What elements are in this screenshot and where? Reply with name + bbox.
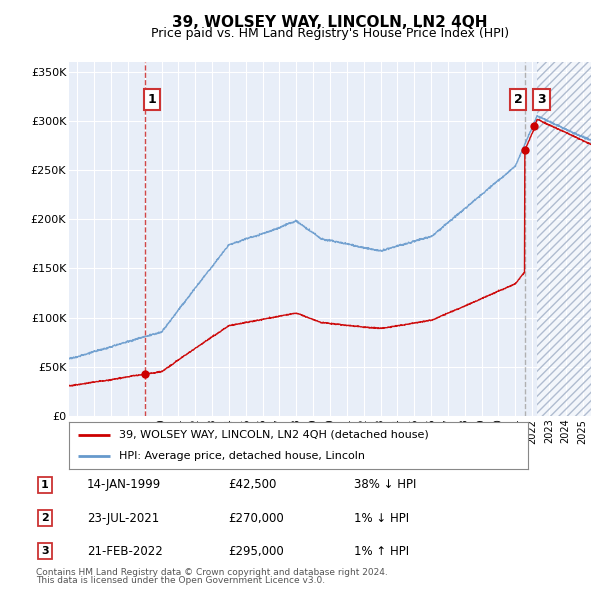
Text: HPI: Average price, detached house, Lincoln: HPI: Average price, detached house, Linc…	[119, 451, 365, 461]
Text: Contains HM Land Registry data © Crown copyright and database right 2024.: Contains HM Land Registry data © Crown c…	[36, 568, 388, 577]
Text: £295,000: £295,000	[228, 545, 284, 558]
Text: 1: 1	[148, 93, 157, 106]
Text: 23-JUL-2021: 23-JUL-2021	[87, 512, 159, 525]
Text: 39, WOLSEY WAY, LINCOLN, LN2 4QH (detached house): 39, WOLSEY WAY, LINCOLN, LN2 4QH (detach…	[119, 430, 429, 440]
Text: £270,000: £270,000	[228, 512, 284, 525]
Text: 14-JAN-1999: 14-JAN-1999	[87, 478, 161, 491]
Text: Price paid vs. HM Land Registry's House Price Index (HPI): Price paid vs. HM Land Registry's House …	[151, 27, 509, 40]
Text: 2: 2	[514, 93, 522, 106]
Text: This data is licensed under the Open Government Licence v3.0.: This data is licensed under the Open Gov…	[36, 576, 325, 585]
Text: 1: 1	[41, 480, 49, 490]
Text: £42,500: £42,500	[228, 478, 277, 491]
Bar	[537, 62, 591, 416]
Text: 39, WOLSEY WAY, LINCOLN, LN2 4QH: 39, WOLSEY WAY, LINCOLN, LN2 4QH	[172, 15, 488, 30]
Bar	[537, 62, 591, 416]
Text: 2: 2	[41, 513, 49, 523]
Text: 1% ↑ HPI: 1% ↑ HPI	[354, 545, 409, 558]
Text: 38% ↓ HPI: 38% ↓ HPI	[354, 478, 416, 491]
Text: 1% ↓ HPI: 1% ↓ HPI	[354, 512, 409, 525]
Text: 3: 3	[537, 93, 546, 106]
Text: 3: 3	[41, 546, 49, 556]
Text: 21-FEB-2022: 21-FEB-2022	[87, 545, 163, 558]
